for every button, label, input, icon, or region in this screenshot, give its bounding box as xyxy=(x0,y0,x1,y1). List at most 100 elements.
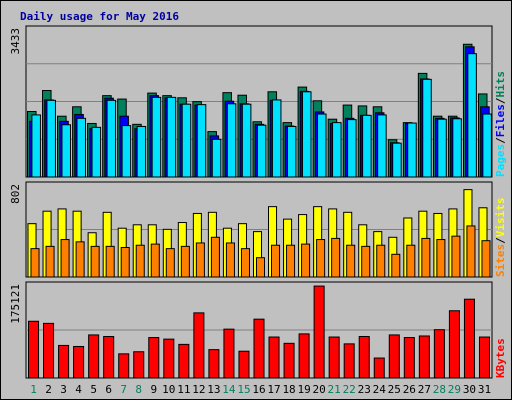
bar-pages-day-21 xyxy=(332,122,342,178)
bar-kbytes-day-17 xyxy=(268,336,280,379)
bar-sites-day-18 xyxy=(286,244,296,278)
bar-pages-day-17 xyxy=(271,99,282,178)
bar-pages-day-10 xyxy=(166,96,177,178)
bar-kbytes-day-10 xyxy=(163,338,175,379)
bar-kbytes-day-7 xyxy=(118,353,130,379)
bar-sites-day-2 xyxy=(45,245,55,278)
bar-pages-day-16 xyxy=(256,124,267,178)
bar-pages-day-29 xyxy=(452,118,462,178)
x-tick-label-day-30: 30 xyxy=(463,383,476,396)
bar-kbytes-day-24 xyxy=(373,357,385,379)
x-tick-label-day-18: 18 xyxy=(282,383,295,396)
chart-title: Daily usage for May 2016 xyxy=(20,10,179,23)
x-tick-label-day-23: 23 xyxy=(358,383,371,396)
bar-sites-day-5 xyxy=(90,245,100,278)
legend-pages-files-hits: Pages/Files/Hits xyxy=(494,71,507,177)
x-tick-label-day-3: 3 xyxy=(60,383,67,396)
x-tick-label-day-24: 24 xyxy=(373,383,387,396)
bar-sites-day-14 xyxy=(225,242,235,278)
bar-pages-day-28 xyxy=(437,118,447,178)
bar-pages-day-20 xyxy=(317,113,327,178)
bar-kbytes-day-22 xyxy=(343,343,355,379)
legend-files: Files xyxy=(494,104,507,137)
bar-kbytes-day-23 xyxy=(358,335,370,379)
legend-hits: Hits xyxy=(494,71,507,98)
legend-kbytes: KBytes xyxy=(494,338,507,378)
bar-pages-day-24 xyxy=(377,114,387,178)
bar-sites-day-15 xyxy=(240,248,250,278)
bar-sites-day-25 xyxy=(391,253,401,278)
x-tick-label-day-20: 20 xyxy=(313,383,326,396)
x-tick-label-day-9: 9 xyxy=(150,383,157,396)
legend-sites-visits: Sites/Visits xyxy=(494,198,507,278)
bar-pages-day-8 xyxy=(136,125,147,178)
x-tick-label-day-10: 10 xyxy=(162,383,175,396)
bar-kbytes-day-25 xyxy=(388,334,400,379)
legend-visits: Visits xyxy=(494,198,507,238)
bar-pages-day-2 xyxy=(46,99,56,178)
bar-pages-day-31 xyxy=(482,113,492,178)
x-tick-label-day-7: 7 xyxy=(120,383,127,396)
bar-pages-day-9 xyxy=(151,96,162,178)
bar-sites-day-19 xyxy=(301,243,311,278)
x-tick-label-day-14: 14 xyxy=(222,383,236,396)
x-tick-label-day-5: 5 xyxy=(90,383,97,396)
bar-sites-day-21 xyxy=(331,237,341,278)
bar-kbytes-day-30 xyxy=(463,298,475,379)
bar-kbytes-day-4 xyxy=(73,345,85,379)
x-tick-label-day-21: 21 xyxy=(328,383,341,396)
bar-pages-day-7 xyxy=(121,125,132,178)
x-tick-label-day-6: 6 xyxy=(105,383,112,396)
bar-pages-day-25 xyxy=(392,142,402,178)
bar-kbytes-day-12 xyxy=(193,312,205,379)
x-tick-label-day-16: 16 xyxy=(252,383,265,396)
bar-pages-day-30 xyxy=(467,53,477,178)
bar-kbytes-day-28 xyxy=(433,329,445,379)
x-tick-label-day-15: 15 xyxy=(237,383,250,396)
x-tick-label-day-12: 12 xyxy=(192,383,205,396)
bar-kbytes-day-8 xyxy=(133,351,145,379)
x-tick-label-day-8: 8 xyxy=(135,383,142,396)
bar-kbytes-day-5 xyxy=(88,334,100,379)
bar-sites-day-13 xyxy=(210,236,220,278)
bar-sites-day-24 xyxy=(376,244,386,278)
bar-sites-day-28 xyxy=(436,239,446,278)
bar-sites-day-6 xyxy=(105,245,115,278)
legend-kbytes: KBytes xyxy=(494,338,507,378)
x-tick-label-day-19: 19 xyxy=(297,383,310,396)
bar-pages-day-14 xyxy=(226,103,237,178)
bar-kbytes-day-15 xyxy=(238,350,250,379)
bar-sites-day-22 xyxy=(346,244,356,278)
bar-pages-day-6 xyxy=(106,99,117,178)
bar-sites-day-20 xyxy=(316,239,326,278)
bar-kbytes-day-6 xyxy=(103,335,115,379)
bar-kbytes-day-27 xyxy=(418,335,430,379)
bar-kbytes-day-19 xyxy=(298,333,310,379)
bar-kbytes-day-16 xyxy=(253,318,265,379)
bar-kbytes-day-21 xyxy=(328,336,340,379)
x-tick-label-day-31: 31 xyxy=(478,383,491,396)
bar-sites-day-3 xyxy=(60,239,70,278)
bar-pages-day-23 xyxy=(362,114,372,178)
x-tick-label-day-4: 4 xyxy=(75,383,82,396)
legend-separator: / xyxy=(494,137,507,144)
bar-kbytes-day-13 xyxy=(208,349,220,379)
ymax-label-sites-visits: 802 xyxy=(9,184,22,204)
x-tick-label-day-25: 25 xyxy=(388,383,401,396)
bar-kbytes-day-14 xyxy=(223,328,235,379)
bar-pages-day-5 xyxy=(91,126,102,178)
x-tick-label-day-11: 11 xyxy=(177,383,190,396)
legend-sites: Sites xyxy=(494,244,507,277)
bar-sites-day-31 xyxy=(481,240,491,278)
bar-kbytes-day-26 xyxy=(403,337,415,379)
bar-kbytes-day-31 xyxy=(478,336,491,379)
legend-separator: / xyxy=(494,237,507,244)
bar-sites-day-1 xyxy=(30,248,40,278)
bar-sites-day-7 xyxy=(120,246,130,278)
bar-kbytes-day-18 xyxy=(283,342,295,379)
legend-separator: / xyxy=(494,97,507,104)
x-tick-label-day-1: 1 xyxy=(30,383,37,396)
bar-sites-day-23 xyxy=(361,245,371,278)
